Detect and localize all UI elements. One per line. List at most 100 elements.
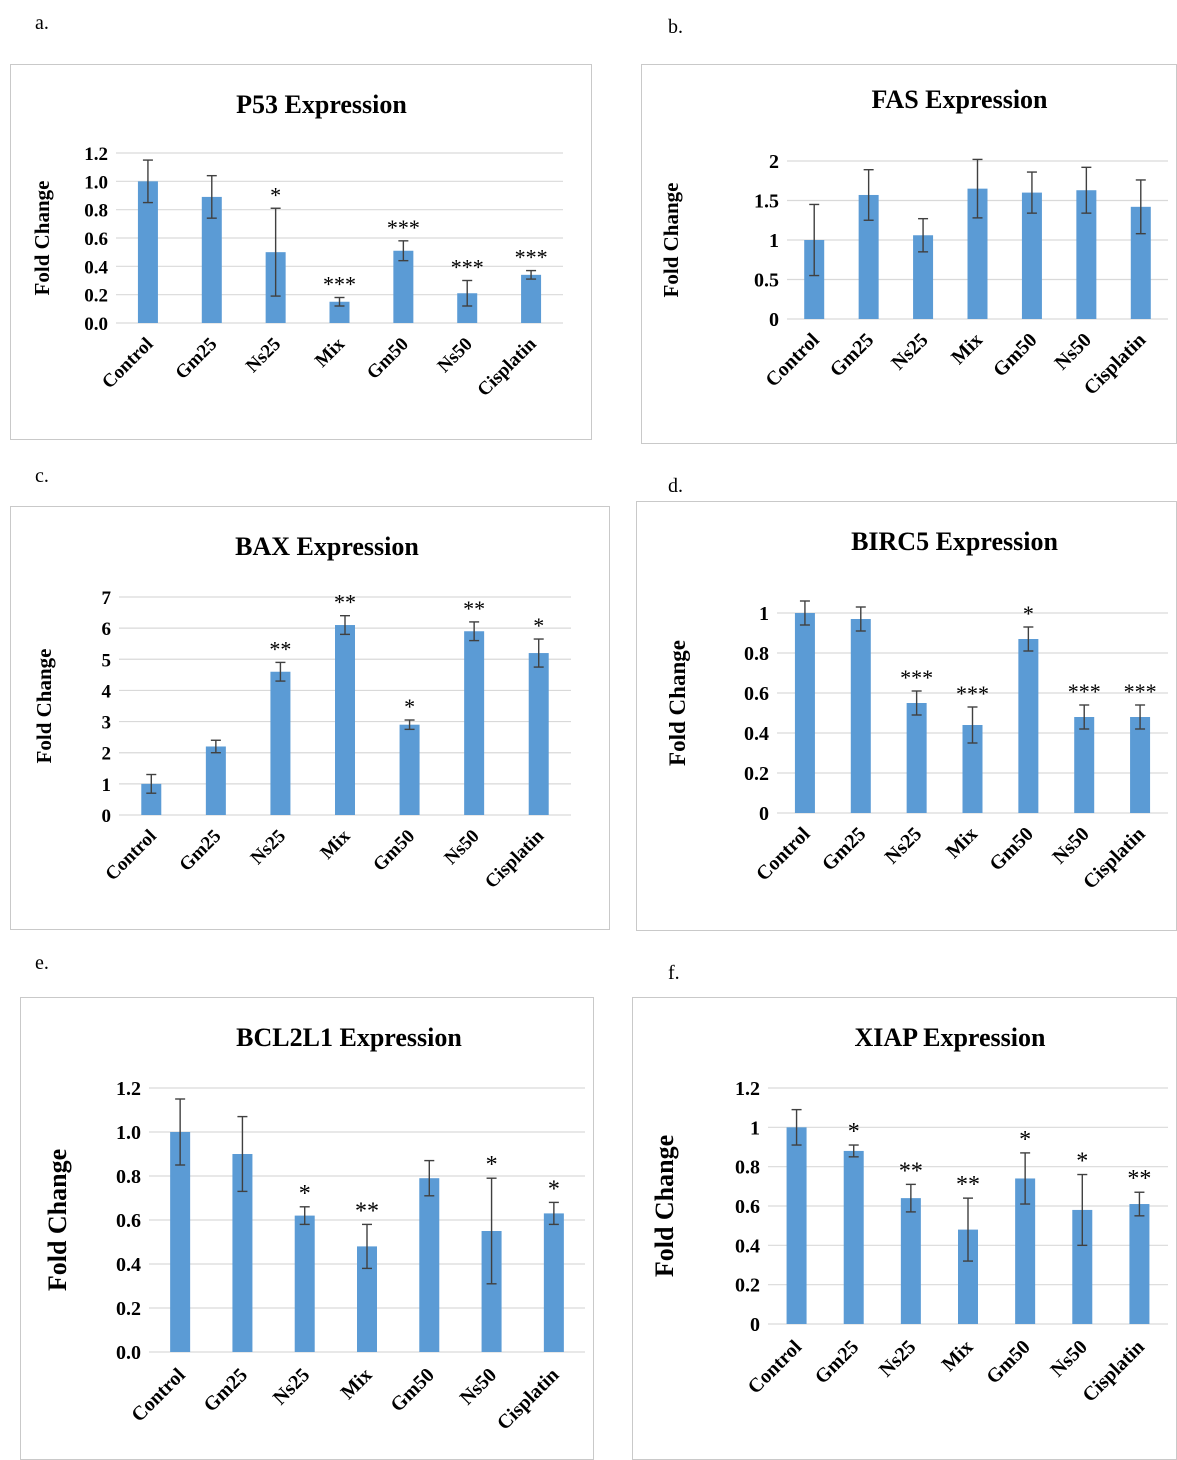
error-bar [210, 739, 221, 754]
significance-marker: ** [1127, 1166, 1151, 1192]
x-category-label: Control [98, 334, 157, 393]
bar-gm50 [1021, 192, 1042, 319]
x-category-label: Ns50 [1046, 1336, 1091, 1381]
bar-gm25 [843, 1150, 864, 1324]
bar-ns50 [464, 631, 485, 815]
error-bar [175, 1098, 186, 1166]
bar-cisplatin [521, 274, 542, 323]
error-bar [791, 1108, 802, 1146]
error-bar [1026, 171, 1037, 214]
y-tick-label: 7 [102, 588, 112, 609]
significance-marker: * [1076, 1149, 1088, 1175]
significance-marker: *** [1124, 679, 1157, 704]
y-tick-label: 1.2 [735, 1078, 760, 1100]
x-category-label: Mix [337, 1364, 377, 1404]
x-category-label: Control [101, 826, 160, 885]
x-category-label: Ns25 [242, 334, 285, 377]
x-category-label: Ns50 [456, 1364, 501, 1409]
error-bar [799, 600, 810, 626]
bar-gm25 [232, 1154, 253, 1352]
bar-control [804, 240, 825, 319]
x-category-label: Mix [317, 825, 355, 863]
significance-marker: * [848, 1119, 860, 1145]
y-tick-label: 0.0 [116, 1342, 141, 1364]
bar-control [786, 1127, 807, 1324]
y-tick-label: 0 [102, 806, 112, 827]
error-bar [486, 1177, 497, 1285]
y-axis-label: Fold Change [32, 649, 56, 764]
significance-marker: *** [956, 681, 989, 706]
x-category-label: Ns50 [440, 826, 483, 869]
y-tick-label: 0.4 [735, 1235, 760, 1257]
y-tick-label: 1.0 [116, 1122, 141, 1144]
y-tick-label: 5 [102, 650, 112, 671]
x-category-label: Ns25 [875, 1336, 920, 1381]
error-bar [1135, 704, 1146, 730]
significance-marker: ** [956, 1172, 980, 1198]
chart-xiap: XIAP Expression Fold Change 0 0.2 0.4 0.6 0.8 1… [632, 997, 1177, 1460]
bar-gm25 [201, 196, 222, 323]
y-tick-label: 0.6 [116, 1210, 141, 1232]
y-tick-label: 3 [102, 713, 112, 734]
significance-marker: *** [1068, 679, 1101, 704]
y-tick-label: 4 [102, 681, 112, 702]
x-category-label: Gm25 [826, 329, 878, 381]
significance-marker: * [486, 1152, 498, 1178]
chart-title: XIAP Expression [855, 1023, 1046, 1052]
chart-svg: FAS Expression Fold Change 0 0.5 1 1.5 2 Contro… [659, 85, 1168, 400]
chart-title: BIRC5 Expression [851, 527, 1058, 556]
x-category-label: Gm50 [982, 1336, 1034, 1388]
y-tick-label: 1 [769, 230, 779, 252]
error-bar [548, 1201, 559, 1226]
y-tick-label: 0.2 [735, 1275, 760, 1297]
error-bar [299, 1206, 310, 1226]
x-category-label: Gm25 [175, 826, 225, 876]
significance-marker: *** [451, 255, 484, 280]
error-bar [918, 217, 929, 253]
y-tick-label: 0.8 [84, 201, 108, 222]
x-category-label: Ns25 [247, 826, 290, 869]
x-category-label: Ns50 [1050, 329, 1095, 374]
bar-ns25 [913, 235, 934, 319]
x-category-label: Gm25 [818, 823, 870, 875]
y-tick-label: 2 [102, 744, 112, 765]
y-tick-label: 0 [750, 1314, 760, 1336]
bar-mix [967, 188, 988, 319]
panel-letter-a: a. [35, 12, 49, 34]
significance-marker: ** [334, 590, 356, 615]
bar-gm50 [1018, 639, 1039, 813]
significance-marker: * [1023, 601, 1034, 626]
error-bar [1134, 1191, 1145, 1217]
error-bar [424, 1159, 435, 1197]
error-bar [398, 240, 409, 262]
significance-marker: *** [387, 215, 420, 240]
error-bar [526, 269, 537, 280]
bar-control [141, 783, 162, 815]
bar-mix [962, 725, 983, 813]
x-category-label: Ns50 [434, 334, 477, 377]
error-bar [863, 168, 874, 221]
y-tick-label: 1.5 [754, 191, 779, 213]
chart-birc5: BIRC5 Expression Fold Change 0 0.2 0.4 0.6 0.8… [636, 501, 1177, 931]
significance-marker: * [1019, 1127, 1031, 1153]
bar-control [794, 613, 815, 813]
bar-mix [329, 301, 350, 323]
y-tick-label: 0.8 [744, 643, 769, 665]
chart-title: BAX Expression [235, 532, 419, 561]
y-tick-label: 2 [769, 151, 779, 173]
y-tick-label: 1 [102, 775, 112, 796]
bar-control [137, 181, 158, 323]
significance-marker: * [270, 182, 281, 207]
error-bar [270, 207, 281, 297]
y-axis-label: Fold Change [650, 1135, 679, 1277]
bar-gm50 [419, 1178, 440, 1352]
x-category-label: Gm50 [985, 823, 1037, 875]
y-tick-label: 0.8 [735, 1157, 760, 1179]
y-tick-label: 0 [759, 803, 769, 825]
panel-letter-e: e. [35, 952, 49, 974]
y-tick-label: 1 [759, 603, 769, 625]
significance-marker: *** [515, 245, 548, 270]
y-tick-label: 0.0 [84, 314, 108, 335]
y-tick-label: 0.2 [84, 286, 108, 307]
error-bar [340, 614, 350, 636]
